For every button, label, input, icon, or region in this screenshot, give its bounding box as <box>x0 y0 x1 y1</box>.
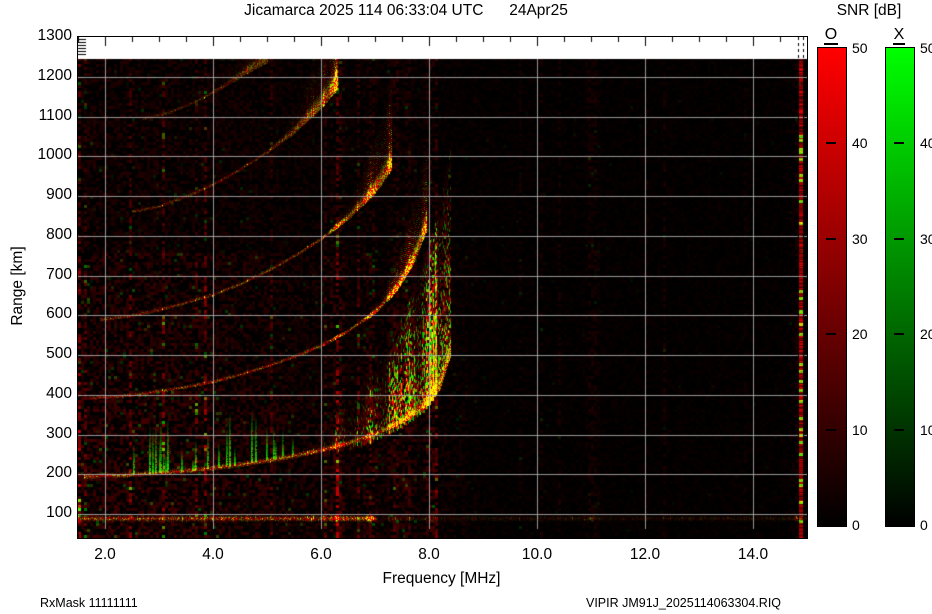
colorbar-tick-mark <box>894 333 904 335</box>
colorbar-tick-label: 20 <box>920 326 932 342</box>
colorbar-x-header: X <box>885 26 913 44</box>
x-tick-label: 8.0 <box>418 546 440 564</box>
footer-file: VIPIR JM91J_2025114063304.RIQ <box>586 596 781 610</box>
colorbar-tick-mark <box>894 238 904 240</box>
y-axis-ticks: 100 200 300 400 500 600 700 800 900 1000 1100 1200 1… <box>0 0 72 614</box>
y-tick-label: 600 <box>46 306 72 322</box>
y-tick-label: 1300 <box>38 28 72 44</box>
footer-rxmask: RxMask 11111111 <box>40 596 138 610</box>
ionogram-page: Jicamarca 2025 114 06:33:04 UTC 24Apr25 … <box>0 0 932 614</box>
x-tick-label: 12.0 <box>630 546 660 564</box>
colorbar-tick-label: 30 <box>852 231 868 247</box>
colorbar-tick-mark <box>826 238 836 240</box>
colorbar-tick-label: 0 <box>920 517 928 533</box>
y-tick-label: 1100 <box>39 108 72 124</box>
y-tick-label: 500 <box>46 346 72 362</box>
colorbar-o-label: O <box>824 26 838 45</box>
colorbar-o-gradient <box>817 47 847 527</box>
colorbar-tick-label: 0 <box>852 517 860 533</box>
y-tick-label: 100 <box>46 505 72 521</box>
y-tick-label: 200 <box>46 465 72 481</box>
colorbar-tick-label: 20 <box>852 326 868 342</box>
ionogram-canvas[interactable] <box>78 37 807 538</box>
x-tick-label: 4.0 <box>202 546 224 564</box>
colorbar-o-header: O <box>817 26 845 44</box>
colorbar-tick-label: 40 <box>852 135 868 151</box>
page-title: Jicamarca 2025 114 06:33:04 UTC 24Apr25 <box>0 0 812 22</box>
colorbar-title: SNR [dB] <box>806 2 932 20</box>
colorbar-tick-label: 10 <box>852 422 868 438</box>
y-tick-label: 700 <box>46 267 72 283</box>
y-tick-label: 1200 <box>38 68 72 84</box>
colorbar-tick-mark <box>826 333 836 335</box>
y-tick-label: 900 <box>46 187 72 203</box>
colorbar-tick-mark <box>894 429 904 431</box>
colorbar-tick-mark <box>826 142 836 144</box>
colorbar-x-label: X <box>893 26 906 45</box>
x-tick-label: 6.0 <box>310 546 332 564</box>
ionogram-plot[interactable] <box>77 36 808 539</box>
colorbar-tick-label: 40 <box>920 135 932 151</box>
y-tick-label: 300 <box>46 426 72 442</box>
y-tick-label: 1000 <box>38 147 72 163</box>
colorbar-tick-label: 30 <box>920 231 932 247</box>
x-tick-label: 2.0 <box>94 546 116 564</box>
colorbar-tick-label: 50 <box>852 40 868 56</box>
x-tick-label: 10.0 <box>522 546 552 564</box>
y-tick-label: 800 <box>46 227 72 243</box>
colorbar-tick-label: 10 <box>920 422 932 438</box>
x-tick-label: 14.0 <box>738 546 768 564</box>
colorbar-tick-mark <box>826 429 836 431</box>
colorbar-x-gradient <box>885 47 915 527</box>
y-tick-label: 400 <box>46 386 72 402</box>
x-axis-label: Frequency [MHz] <box>77 570 806 588</box>
colorbar-tick-mark <box>894 142 904 144</box>
colorbar-tick-label: 50 <box>920 40 932 56</box>
